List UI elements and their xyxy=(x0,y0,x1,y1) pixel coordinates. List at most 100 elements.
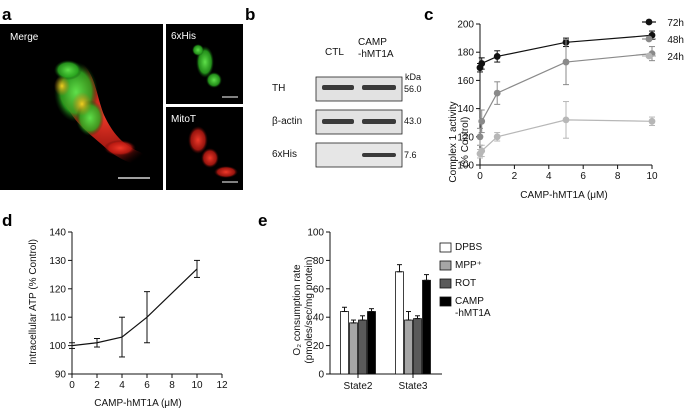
e-y-tick-label: 40 xyxy=(313,313,325,324)
c-point-72h xyxy=(478,60,486,67)
d-y-tick-label: 90 xyxy=(55,370,67,381)
blot-band xyxy=(362,85,396,90)
d-x-tick-label: 2 xyxy=(94,380,100,391)
c-y-tick-label: 120 xyxy=(457,132,474,143)
c-legend-marker xyxy=(645,18,653,26)
e-bar-State2-1 xyxy=(349,322,358,375)
e-legend-label-1: MPP⁺ xyxy=(455,260,482,271)
micrograph-merge: Merge xyxy=(0,24,163,190)
d-y-tick-label: 100 xyxy=(49,341,66,352)
e-x-tick-label: State3 xyxy=(399,381,428,392)
e-legend-label-3a: CAMP xyxy=(455,296,484,307)
c-y-tick-label: 100 xyxy=(457,161,474,172)
c-point-24h xyxy=(478,147,486,155)
d-x-tick-label: 0 xyxy=(69,380,75,391)
blot-mw-1: 43.0 xyxy=(404,116,422,126)
panel-label-c: c xyxy=(424,5,433,24)
c-point-48h xyxy=(562,58,570,66)
d-x-tick-label: 12 xyxy=(216,380,228,391)
e-bar-State3-1 xyxy=(404,319,413,375)
c-y-tick-label: 160 xyxy=(457,76,474,87)
e-bar-State3-3 xyxy=(422,279,431,375)
blot-band xyxy=(362,153,396,157)
e-legend-label-0: DPBS xyxy=(455,242,483,253)
blot-band xyxy=(322,85,354,90)
c-point-24h xyxy=(648,117,656,125)
his-label: 6xHis xyxy=(171,31,196,42)
e-x-tick-label: State2 xyxy=(344,381,373,392)
c-legend-label-72h: 72h xyxy=(667,18,684,29)
chart-intracellular-atp: Intracellular ATP (% Control) CAMP-hMT1A… xyxy=(28,228,228,410)
e-ylabel-line1: O₂ consumption rate xyxy=(292,264,303,356)
e-legend-swatch-1 xyxy=(439,260,452,271)
c-point-48h xyxy=(478,117,486,125)
western-blot: CTL CAMP -hMT1A kDa TH 56.0 β-actin 43.0… xyxy=(272,37,422,168)
d-x-tick-label: 6 xyxy=(144,380,150,391)
c-y-tick-label: 180 xyxy=(457,48,474,59)
c-x-tick-label: 10 xyxy=(646,171,658,182)
d-x-tick-label: 10 xyxy=(191,380,203,391)
c-y-tick-label: 200 xyxy=(457,20,474,31)
c-legend-label-48h: 48h xyxy=(667,35,684,46)
panel-label-a: a xyxy=(2,5,12,24)
c-point-48h xyxy=(493,89,501,97)
c-legend-marker xyxy=(645,52,653,60)
blot-mw-0: 56.0 xyxy=(404,84,422,94)
panel-label-d: d xyxy=(2,211,12,230)
e-legend-swatch-0 xyxy=(439,242,452,253)
e-legend-swatch-3 xyxy=(439,296,452,307)
d-y-tick-label: 120 xyxy=(49,284,66,295)
blot-lane-camp-l2: -hMT1A xyxy=(358,49,394,60)
c-point-48h xyxy=(476,133,484,141)
blot-row-label-0: TH xyxy=(272,83,285,94)
d-series-line xyxy=(71,268,198,347)
mitot-label: MitoT xyxy=(171,114,196,125)
c-x-tick-label: 8 xyxy=(615,171,621,182)
c-xlabel: CAMP-hMT1A (μM) xyxy=(520,190,607,201)
blot-band xyxy=(322,119,354,124)
blot-row-label-1: β-actin xyxy=(272,116,302,127)
e-bar-State2-2 xyxy=(358,319,367,375)
blot-mw-2: 7.6 xyxy=(404,150,417,160)
d-x-tick-label: 8 xyxy=(169,380,175,391)
micrograph-mitot: MitoT xyxy=(166,107,243,190)
c-point-24h xyxy=(562,116,570,124)
blot-lane-camp-l1: CAMP xyxy=(358,37,387,48)
blot-lane-ctl: CTL xyxy=(325,47,344,58)
e-y-tick-label: 60 xyxy=(313,284,325,295)
e-legend-label-2: ROT xyxy=(455,278,476,289)
e-ylabel-line2: (pmoles/sec/mg protein) xyxy=(304,256,315,363)
c-point-24h xyxy=(493,133,501,141)
e-y-tick-label: 0 xyxy=(318,370,324,381)
c-x-tick-label: 2 xyxy=(512,171,518,182)
chart-complex1-activity: Complex 1 activity (% Control) CAMP-hMT1… xyxy=(448,18,684,201)
d-y-tick-label: 140 xyxy=(49,228,66,239)
c-x-tick-label: 6 xyxy=(580,171,586,182)
d-x-tick-label: 4 xyxy=(119,380,125,391)
e-y-tick-label: 20 xyxy=(313,341,325,352)
merge-label: Merge xyxy=(10,32,39,43)
c-ylabel-line2: (% Control) xyxy=(460,117,471,168)
blot-band xyxy=(362,119,396,124)
d-y-tick-label: 110 xyxy=(50,313,66,324)
c-ylabel-line1: Complex 1 activity xyxy=(448,101,459,182)
c-x-tick-label: 0 xyxy=(477,171,483,182)
e-bar-State3-2 xyxy=(413,318,422,375)
d-xlabel: CAMP-hMT1A (μM) xyxy=(94,398,181,409)
e-legend-swatch-2 xyxy=(439,278,452,289)
e-bar-State2-0 xyxy=(340,311,349,375)
chart-o2-consumption: O₂ consumption rate (pmoles/sec/mg prote… xyxy=(292,228,491,393)
c-legend-label-24h: 24h xyxy=(667,52,684,63)
d-ylabel: Intracellular ATP (% Control) xyxy=(28,239,39,365)
c-x-tick-label: 4 xyxy=(546,171,552,182)
e-y-tick-label: 100 xyxy=(307,228,324,239)
blot-kda: kDa xyxy=(405,72,421,82)
e-bar-State3-0 xyxy=(395,271,404,375)
c-y-tick-label: 140 xyxy=(457,104,474,115)
panel-label-e: e xyxy=(258,211,267,230)
e-legend-label-3b: -hMT1A xyxy=(455,308,491,319)
c-legend-marker xyxy=(645,35,653,43)
e-y-tick-label: 80 xyxy=(313,256,325,267)
micrograph-his: 6xHis xyxy=(166,24,243,104)
